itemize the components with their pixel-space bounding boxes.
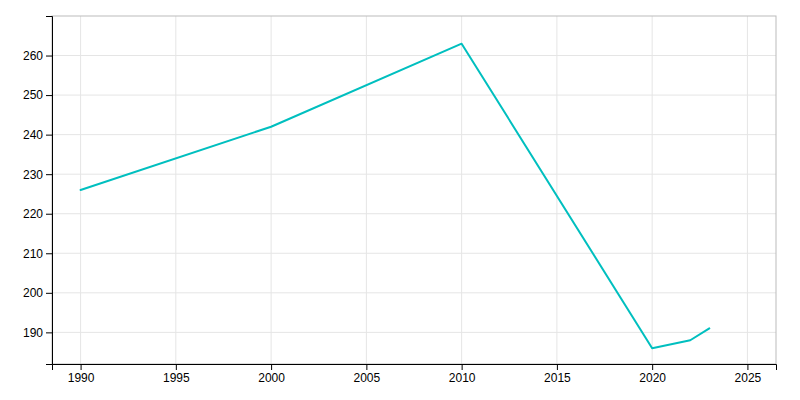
grid-line-x — [556, 16, 557, 364]
grid-line-y — [52, 292, 776, 293]
x-tick: 2005 — [354, 364, 381, 385]
y-tick-label: 250 — [23, 88, 43, 102]
chart: 1990 1995 2000 2005 2010 2015 2020 2025 190 200 21… — [0, 0, 800, 400]
y-tick-label: 260 — [23, 49, 43, 63]
y-tick: 250 — [23, 88, 52, 102]
x-tick-mark — [462, 364, 463, 370]
data-line — [81, 44, 710, 349]
y-tick-mark — [46, 56, 52, 57]
y-tick: 260 — [23, 49, 52, 63]
grid-line-x — [652, 16, 653, 364]
y-tick-label: 230 — [23, 168, 43, 182]
grid-line-y — [52, 332, 776, 333]
grid-line-x — [461, 16, 462, 364]
x-tick-label: 2020 — [639, 371, 666, 385]
x-tick-label: 2025 — [735, 371, 762, 385]
y-tick: 220 — [23, 207, 52, 221]
y-tick: 190 — [23, 326, 52, 340]
grid-line-x — [271, 16, 272, 364]
grid-line-y — [52, 95, 776, 96]
grid-line-x — [747, 16, 748, 364]
x-tick-mark — [81, 364, 82, 370]
y-tick-label: 210 — [23, 247, 43, 261]
x-tick-label: 2005 — [354, 371, 381, 385]
grid-line-x — [175, 16, 176, 364]
x-tick-mark — [557, 364, 558, 370]
y-tick: 230 — [23, 168, 52, 182]
x-tick: 2010 — [449, 364, 476, 385]
grid — [52, 16, 776, 364]
grid-line-x — [366, 16, 367, 364]
y-tick-mark — [46, 95, 52, 96]
x-tick-label: 1990 — [68, 371, 95, 385]
y-tick-mark — [46, 174, 52, 175]
y-tick: 200 — [23, 286, 52, 300]
grid-line-y — [52, 253, 776, 254]
y-tick-label: 240 — [23, 128, 43, 142]
plot-area: 1990 1995 2000 2005 2010 2015 2020 2025 190 200 21… — [23, 16, 777, 385]
x-tick-mark — [176, 364, 177, 370]
x-tick: 2015 — [544, 364, 571, 385]
grid-line-y — [52, 55, 776, 56]
grid-line-y — [52, 213, 776, 214]
y-axis: 190 200 210 220 230 240 250 260 — [23, 17, 53, 365]
y-tick-mark — [46, 214, 52, 215]
x-tick: 2025 — [735, 364, 762, 385]
grid-line-y — [52, 134, 776, 135]
marks — [81, 44, 710, 349]
x-tick-label: 1995 — [163, 371, 190, 385]
x-tick-label: 2010 — [449, 371, 476, 385]
x-tick-mark — [271, 364, 272, 370]
y-axis-line — [46, 17, 53, 365]
x-tick: 2000 — [258, 364, 285, 385]
y-tick-mark — [46, 253, 52, 254]
y-tick-mark — [46, 332, 52, 333]
y-tick: 210 — [23, 247, 52, 261]
y-tick: 240 — [23, 128, 52, 142]
y-tick-label: 190 — [23, 326, 43, 340]
y-tick-label: 220 — [23, 207, 43, 221]
x-tick: 1990 — [68, 364, 95, 385]
plot-frame — [52, 16, 776, 364]
x-tick: 2020 — [639, 364, 666, 385]
x-tick-label: 2015 — [544, 371, 571, 385]
x-axis: 1990 1995 2000 2005 2010 2015 2020 2025 — [53, 364, 777, 385]
grid-line-y — [52, 174, 776, 175]
y-tick-label: 200 — [23, 286, 43, 300]
x-tick-mark — [652, 364, 653, 370]
y-tick-mark — [46, 135, 52, 136]
x-tick-label: 2000 — [258, 371, 285, 385]
x-tick: 1995 — [163, 364, 190, 385]
x-tick-mark — [366, 364, 367, 370]
x-axis-line — [53, 365, 777, 371]
x-tick-mark — [747, 364, 748, 370]
y-tick-mark — [46, 293, 52, 294]
